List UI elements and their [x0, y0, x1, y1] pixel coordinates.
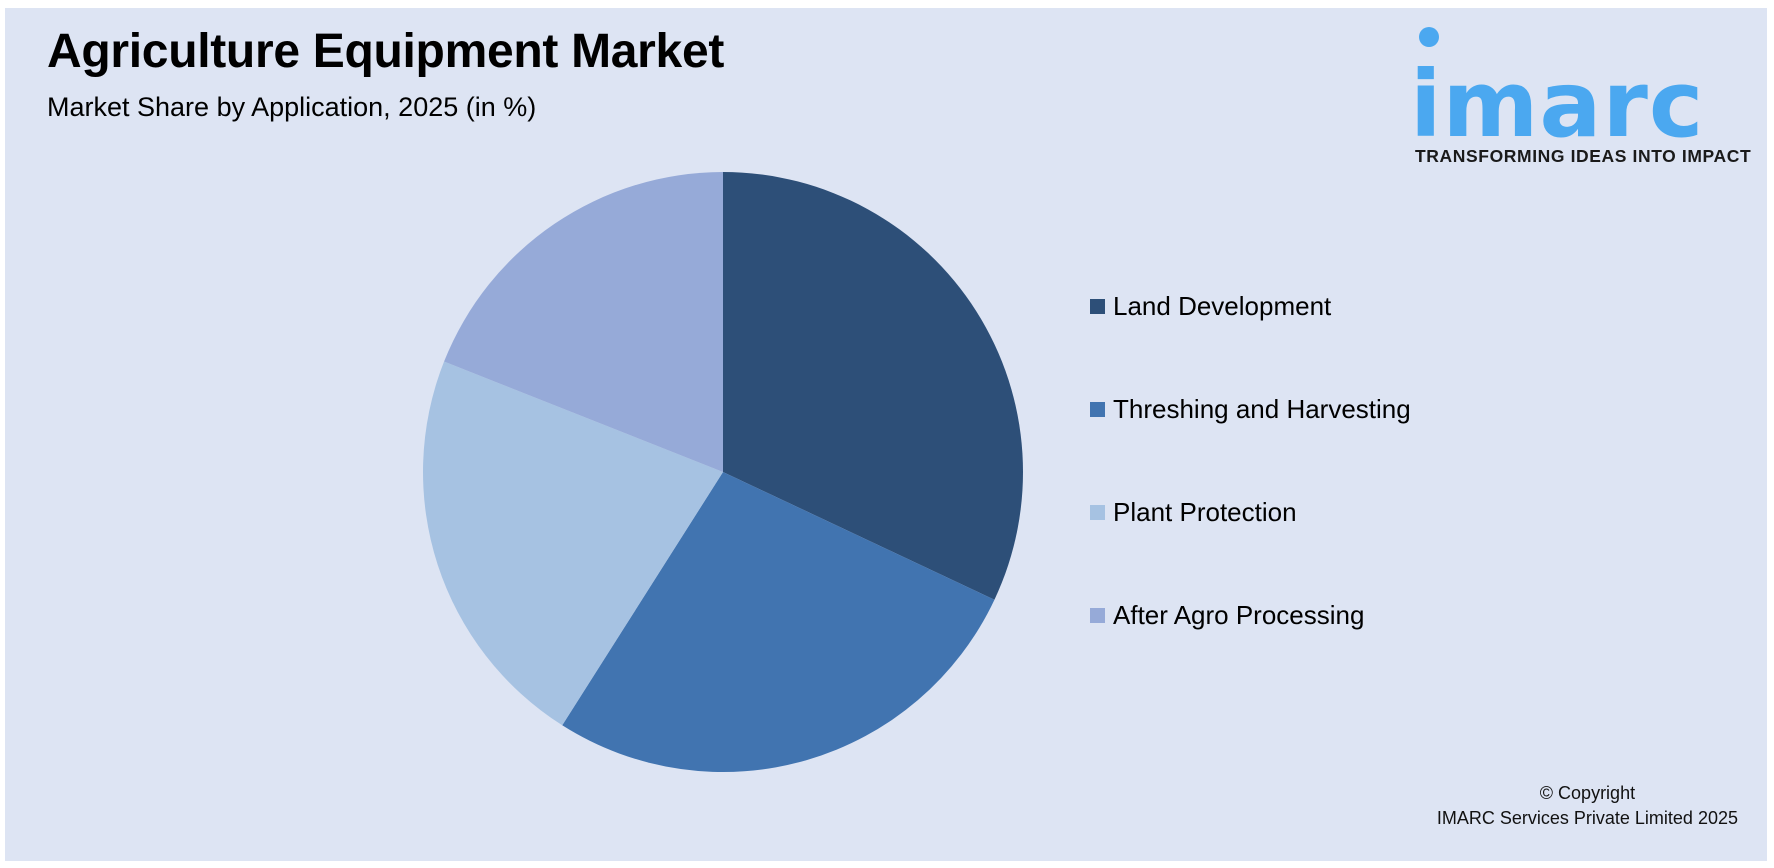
copyright-notice: © Copyright IMARC Services Private Limit…	[1437, 781, 1738, 831]
legend-item-land-development[interactable]: Land Development	[1090, 286, 1331, 326]
pie-slice-land-development[interactable]	[723, 171, 1024, 600]
chart-title: Agriculture Equipment Market	[47, 25, 725, 78]
legend-label: After Agro Processing	[1113, 599, 1365, 630]
pie-slice-plant-protection[interactable]	[423, 361, 723, 726]
chart-subtitle: Market Share by Application, 2025 (in %)	[47, 92, 537, 122]
legend-item-plant-protection[interactable]: Plant Protection	[1090, 492, 1297, 532]
logo-tagline: TRANSFORMING IDEAS INTO IMPACT	[1415, 146, 1752, 166]
legend-item-threshing-and-harvesting[interactable]: Threshing and Harvesting	[1090, 389, 1411, 429]
legend-item-after-agro-processing[interactable]: After Agro Processing	[1090, 595, 1364, 635]
legend-label: Plant Protection	[1113, 496, 1297, 527]
logo-dot-icon	[1419, 27, 1439, 47]
legend-swatch-icon	[1090, 298, 1105, 314]
pie-slice-after-agro-processing[interactable]	[444, 172, 723, 472]
legend-swatch-icon	[1090, 401, 1105, 417]
legend-swatch-icon	[1090, 504, 1105, 520]
legend-label: Land Development	[1113, 290, 1332, 321]
logo-wordmark: imarc	[1410, 51, 1705, 158]
imarc-logo: imarc TRANSFORMING IDEAS INTO IMPACT	[1400, 20, 1760, 170]
legend-label: Threshing and Harvesting	[1113, 393, 1411, 424]
legend-swatch-icon	[1090, 607, 1105, 623]
copyright-line-2: IMARC Services Private Limited 2025	[1436, 808, 1738, 828]
pie-slice-threshing-and-harvesting[interactable]	[562, 472, 995, 773]
copyright-line-1: © Copyright	[1539, 783, 1636, 803]
